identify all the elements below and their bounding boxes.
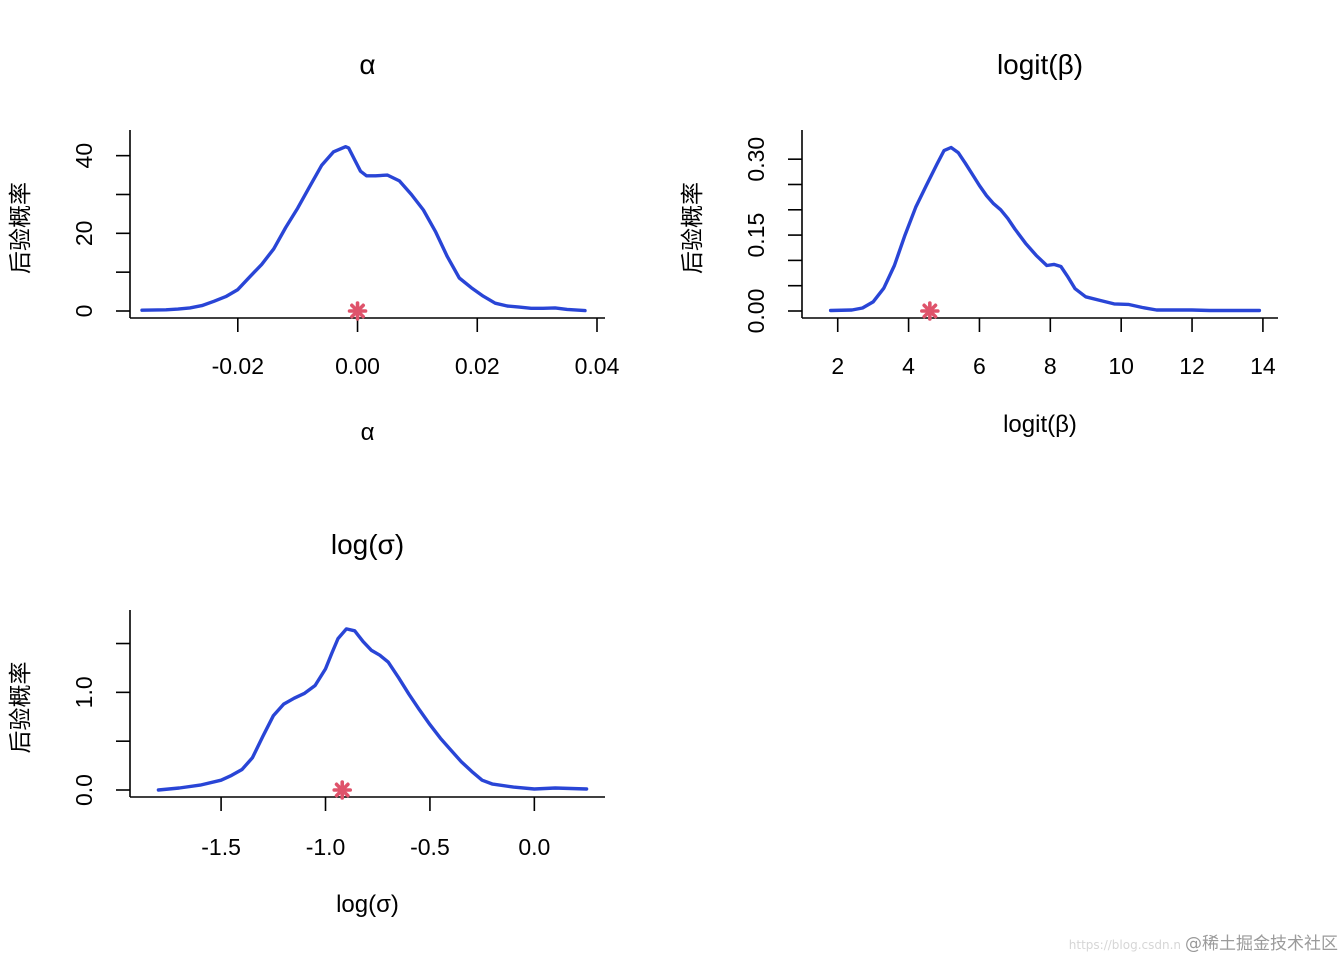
density-panel-1: α -0.02 0.00 0.02 0.04 0 20 40 α 后验概率 <box>8 49 620 446</box>
x-tick-label: 12 <box>1179 353 1205 379</box>
x-axis-label: α <box>361 419 375 446</box>
y-tick-label: 1.0 <box>71 676 97 708</box>
x-tick-label: -0.5 <box>410 834 450 860</box>
x-axis-label: log(σ) <box>336 891 399 918</box>
x-tick-label: 0.0 <box>518 834 550 860</box>
x-tick-label: -0.02 <box>212 353 264 379</box>
panel-title: α <box>359 49 375 80</box>
y-axis-label: 后验概率 <box>8 662 34 754</box>
density-panel-3: log(σ) -1.5 -1.0 -0.5 0.0 0.0 1.0 log(σ) 后验概率 <box>8 529 605 918</box>
x-tick-label: 0.02 <box>455 353 500 379</box>
watermark-url: https://blog.csdn.n <box>1068 938 1181 952</box>
x-tick-label: 0.00 <box>335 353 380 379</box>
marker-stroke <box>350 303 365 319</box>
density-curve <box>140 144 587 313</box>
x-tick-label: 6 <box>973 353 986 379</box>
true-value-marker <box>332 780 353 800</box>
y-tick-label: 0.15 <box>743 213 769 258</box>
x-tick-label: 10 <box>1108 353 1134 379</box>
x-tick-label: 8 <box>1044 353 1057 379</box>
y-tick-label: 40 <box>71 143 97 169</box>
true-value-marker <box>347 301 368 321</box>
x-tick-label: 14 <box>1250 353 1276 379</box>
y-tick-label: 0 <box>71 305 97 318</box>
x-tick-label: 4 <box>902 353 915 379</box>
marker-stroke <box>334 782 350 798</box>
panel-title: log(σ) <box>331 529 404 560</box>
y-tick-label: 0.30 <box>743 137 769 182</box>
y-tick-label: 0.0 <box>71 774 97 806</box>
x-tick-label: 2 <box>831 353 844 379</box>
true-value-marker <box>920 301 940 321</box>
density-curve <box>156 627 589 792</box>
y-tick-label: 0.00 <box>743 289 769 334</box>
watermark-text: @稀土掘金技术社区 <box>1185 934 1338 954</box>
y-axis-label: 后验概率 <box>8 182 34 274</box>
y-axis-label: 后验概率 <box>680 182 706 274</box>
density-curve <box>828 145 1262 313</box>
x-tick-label: -1.5 <box>201 834 241 860</box>
watermark: https://blog.csdn.n @稀土掘金技术社区 <box>1069 929 1338 954</box>
marker-stroke <box>922 303 938 319</box>
x-tick-label: 0.04 <box>575 353 620 379</box>
x-tick-label: -1.0 <box>306 834 346 860</box>
y-tick-label: 20 <box>71 221 97 247</box>
panel-title: logit(β) <box>997 49 1083 80</box>
x-axis-label: logit(β) <box>1003 411 1077 438</box>
density-panel-2: logit(β) 2 4 6 8 10 12 14 0.00 0.15 0.30 logit(β) 后验… <box>680 49 1278 438</box>
